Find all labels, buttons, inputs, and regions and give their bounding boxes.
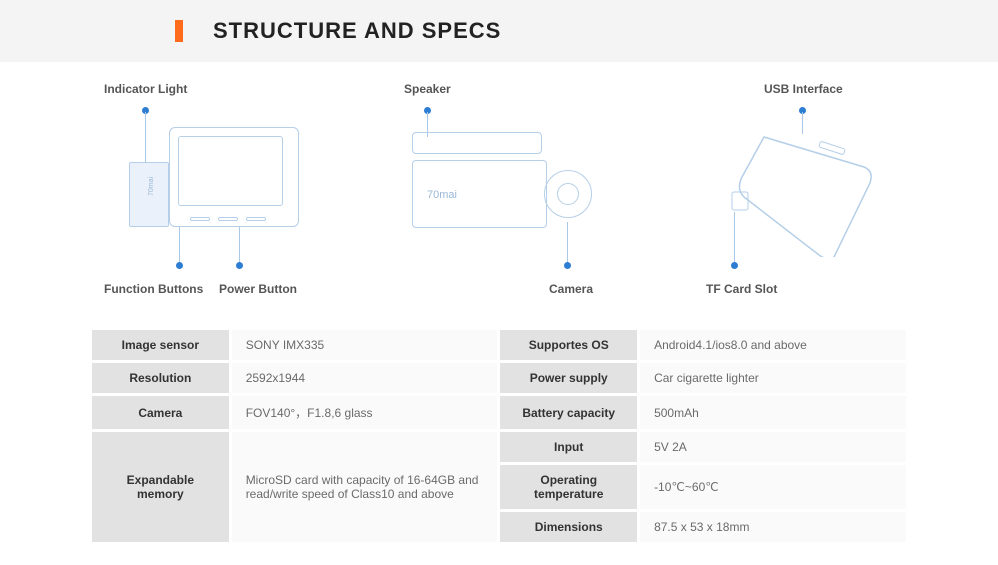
spec-value: FOV140°，F1.8,6 glass (230, 395, 499, 431)
table-row: Image sensor SONY IMX335 Supportes OS An… (91, 329, 908, 362)
device-body: 70mai (169, 127, 299, 227)
spec-section: Image sensor SONY IMX335 Supportes OS An… (0, 322, 998, 565)
device-top-bar (412, 132, 542, 154)
callout-dot (731, 262, 738, 269)
device-logo: 70mai (427, 189, 457, 201)
label-tf-slot: TF Card Slot (706, 282, 777, 296)
accent-bar (175, 20, 183, 42)
spec-header: Input (499, 431, 639, 464)
spec-header: Supportes OS (499, 329, 639, 362)
spec-header: Image sensor (91, 329, 231, 362)
page-title: STRUCTURE AND SPECS (213, 18, 501, 44)
callout-dot (236, 262, 243, 269)
callout-line (179, 227, 180, 262)
device-logo: 70mai (148, 177, 155, 196)
device-angled-body (724, 127, 884, 257)
button-slot (218, 217, 238, 221)
spec-value: 5V 2A (639, 431, 908, 464)
callout-line (239, 227, 240, 262)
label-indicator-light: Indicator Light (104, 82, 187, 96)
label-power-button: Power Button (219, 282, 297, 296)
device-screen (178, 136, 283, 206)
callout-dot (176, 262, 183, 269)
camera-lens (544, 170, 592, 218)
diagram-back-view: Indicator Light 70mai Function Buttons P… (84, 82, 344, 312)
callout-dot (564, 262, 571, 269)
table-row: Expandable memory MicroSD card with capa… (91, 431, 908, 464)
label-function-buttons: Function Buttons (104, 282, 203, 296)
diagram-row: Indicator Light 70mai Function Buttons P… (0, 62, 998, 322)
callout-line (734, 212, 735, 262)
spec-header: Dimensions (499, 511, 639, 544)
label-usb: USB Interface (764, 82, 843, 96)
spec-header: Operating temperature (499, 464, 639, 511)
spec-header: Resolution (91, 362, 231, 395)
spec-value: 2592x1944 (230, 362, 499, 395)
table-row: Resolution 2592x1944 Power supply Car ci… (91, 362, 908, 395)
spec-value: MicroSD card with capacity of 16-64GB an… (230, 431, 499, 544)
label-speaker: Speaker (404, 82, 451, 96)
spec-header: Expandable memory (91, 431, 231, 544)
spec-table: Image sensor SONY IMX335 Supportes OS An… (89, 327, 909, 545)
callout-line (567, 222, 568, 262)
header-bar: STRUCTURE AND SPECS (0, 0, 998, 62)
camera-inner (557, 183, 579, 205)
spec-header: Power supply (499, 362, 639, 395)
spec-value: 87.5 x 53 x 18mm (639, 511, 908, 544)
diagram-side-view: USB Interface TF Card Slot (684, 82, 914, 312)
diagram-front-view: Speaker 70mai Camera (384, 82, 644, 312)
label-camera: Camera (549, 282, 593, 296)
spec-value: 500mAh (639, 395, 908, 431)
spec-value: Car cigarette lighter (639, 362, 908, 395)
spec-value: -10℃~60℃ (639, 464, 908, 511)
spec-value: SONY IMX335 (230, 329, 499, 362)
spec-value: Android4.1/ios8.0 and above (639, 329, 908, 362)
button-slot (246, 217, 266, 221)
spec-header: Battery capacity (499, 395, 639, 431)
button-slot (190, 217, 210, 221)
device-body: 70mai (412, 160, 547, 228)
spec-header: Camera (91, 395, 231, 431)
table-row: Camera FOV140°，F1.8,6 glass Battery capa… (91, 395, 908, 431)
